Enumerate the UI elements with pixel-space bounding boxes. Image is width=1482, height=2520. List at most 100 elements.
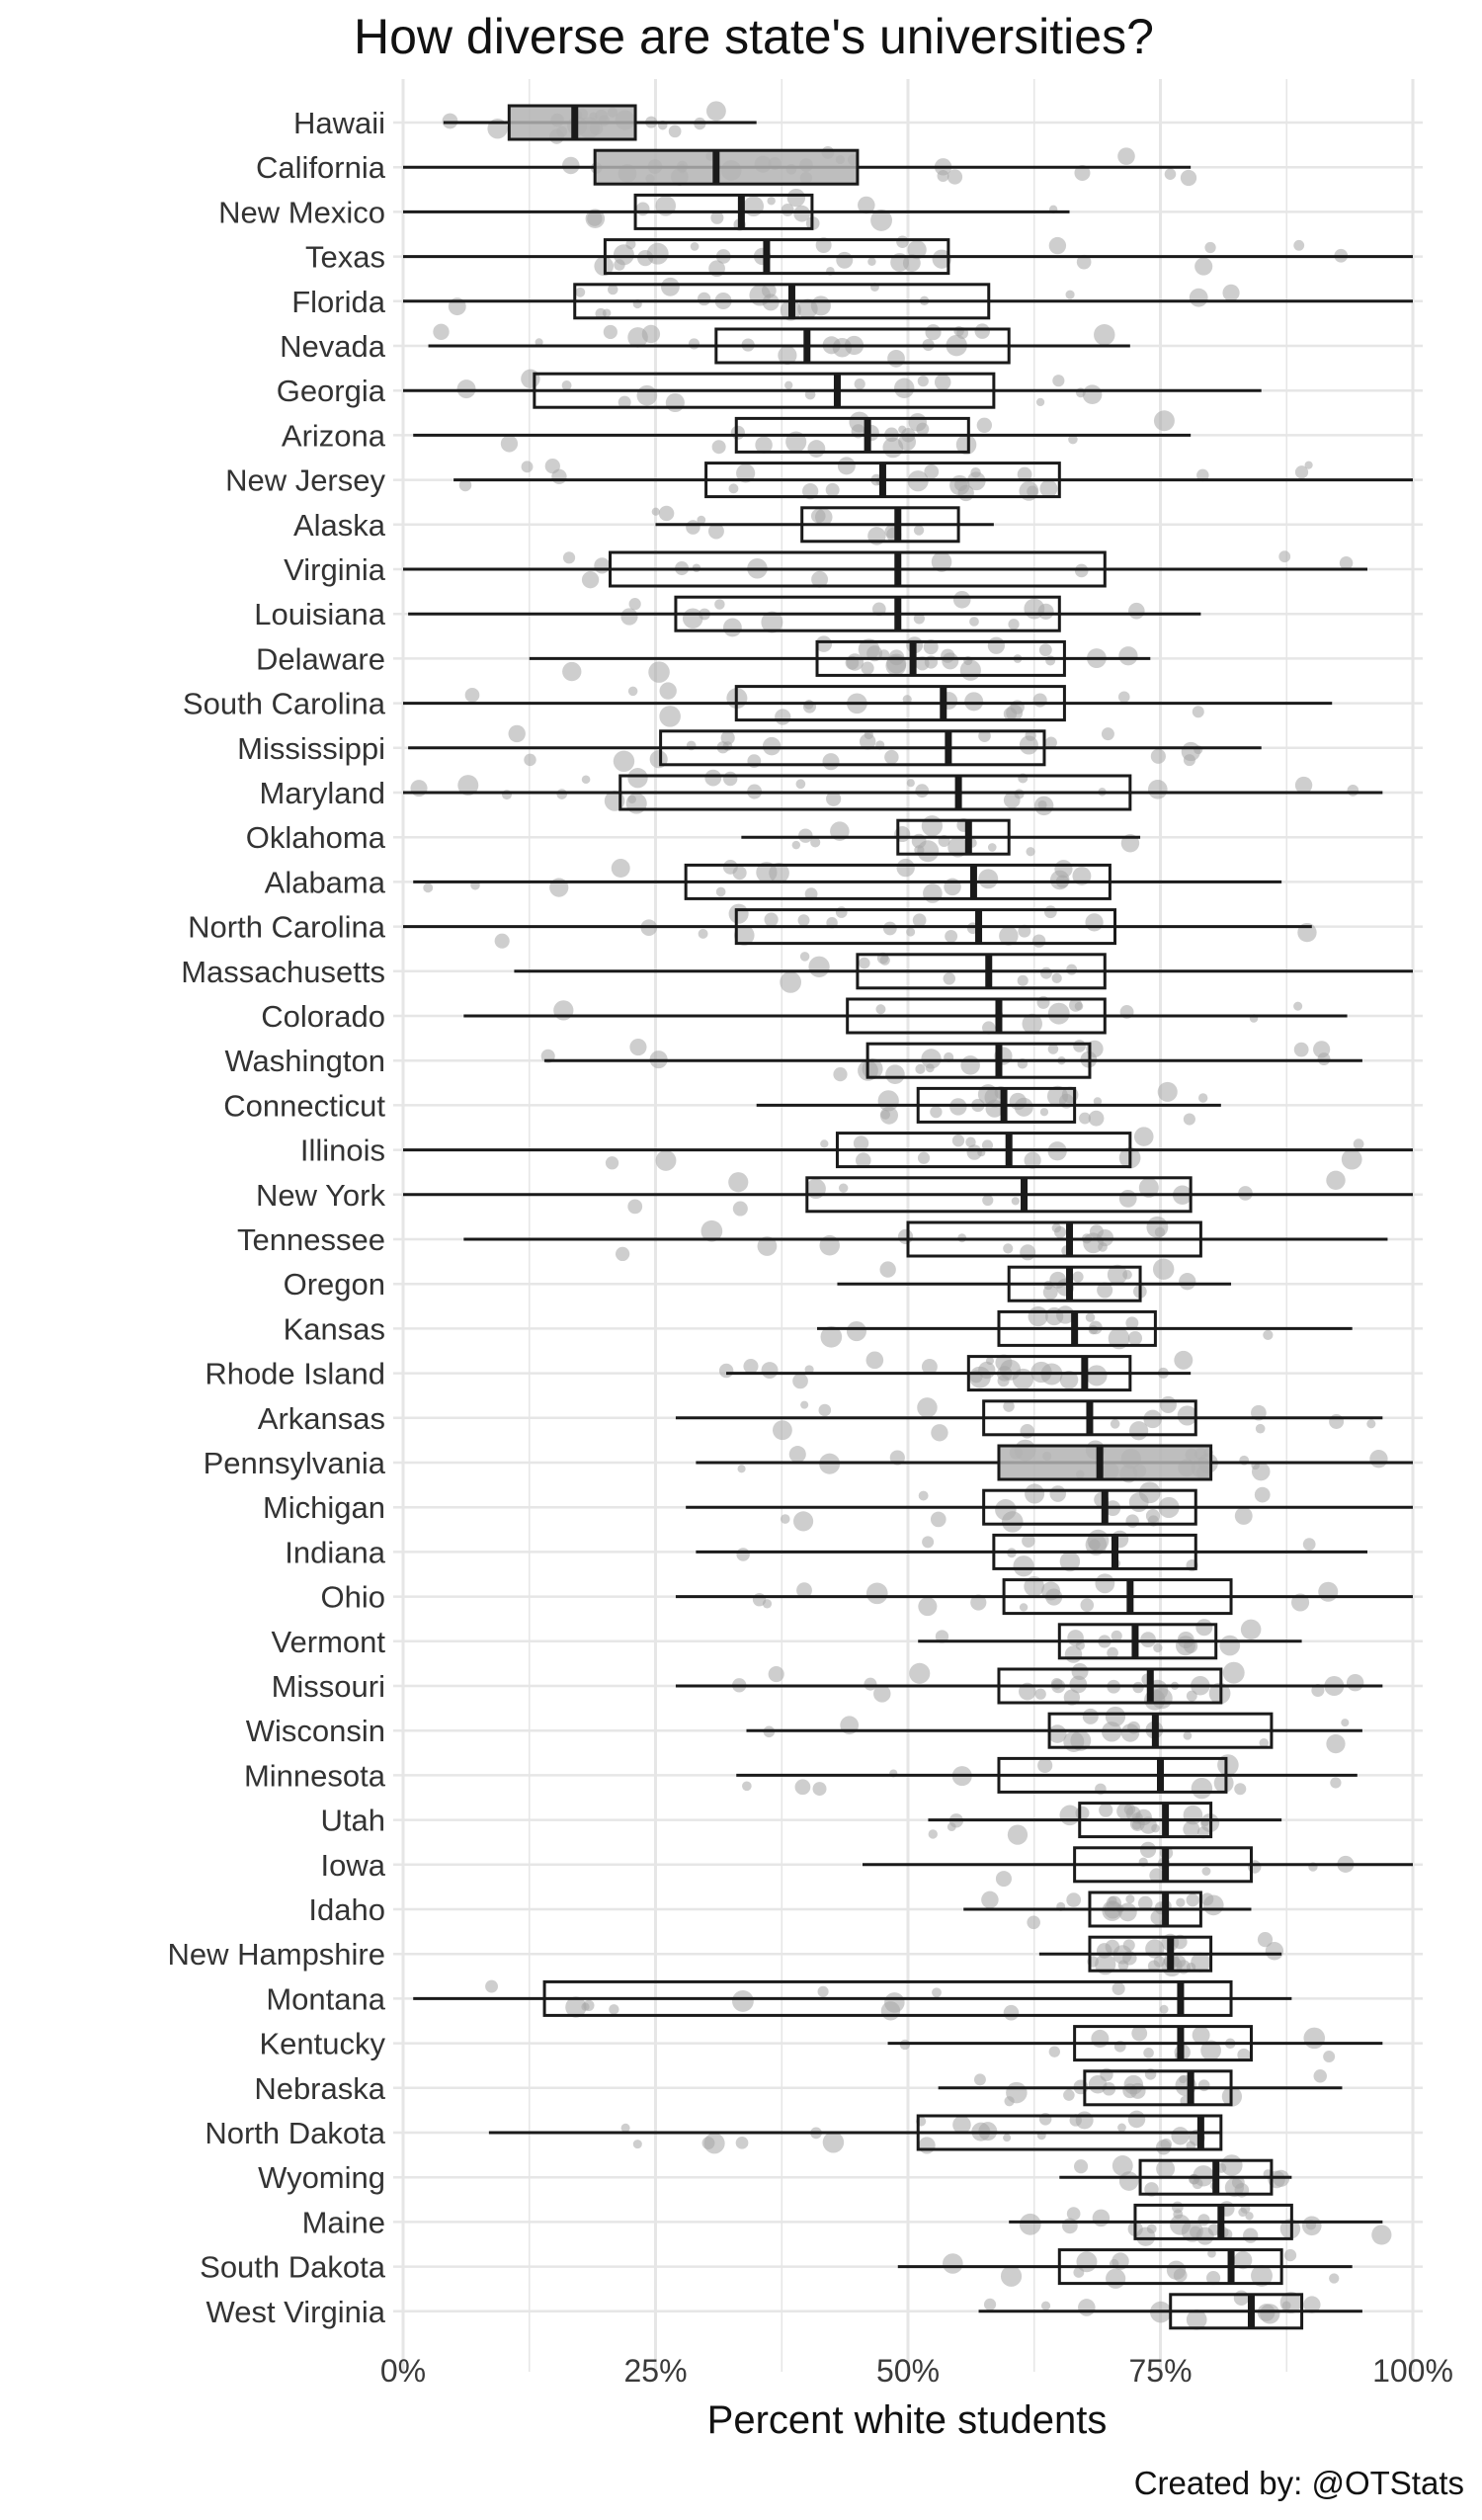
iqr-box [815, 639, 1066, 677]
data-point [1339, 555, 1354, 570]
data-point [535, 338, 543, 347]
data-point [1093, 1097, 1103, 1106]
data-point [1346, 1674, 1364, 1692]
data-point [1122, 1939, 1135, 1952]
data-point [458, 478, 472, 492]
state-label: New Mexico [218, 195, 385, 229]
data-point [1146, 2224, 1157, 2234]
data-point [1313, 2069, 1327, 2083]
data-point [793, 205, 811, 222]
data-point [737, 1465, 746, 1473]
iqr-box [1002, 1578, 1233, 1616]
data-point [1066, 2207, 1081, 2221]
iqr-box [633, 193, 814, 230]
data-point [575, 287, 586, 297]
iqr-box [896, 818, 1011, 856]
data-point [981, 1890, 999, 1909]
data-point [1086, 1365, 1108, 1386]
data-point [1164, 168, 1177, 180]
data-point [714, 599, 725, 610]
data-point [1118, 646, 1138, 666]
data-point [1330, 1777, 1342, 1789]
data-point [902, 695, 912, 705]
data-point [1369, 1450, 1388, 1469]
data-point [884, 749, 899, 765]
iqr-box [593, 148, 860, 186]
data-point [987, 636, 1006, 654]
data-point [1065, 290, 1075, 299]
data-point [1082, 384, 1103, 405]
data-point [817, 1985, 829, 1997]
data-point [1045, 1306, 1064, 1326]
data-point [1190, 2226, 1201, 2238]
data-point [982, 1021, 996, 1035]
state-labels: Hawaii California New Mexico Texas Florida Ne… [167, 106, 385, 2329]
data-point [1106, 2268, 1126, 2289]
data-point [1012, 1368, 1034, 1390]
iqr-box [966, 1355, 1132, 1392]
state-label: Mississippi [237, 731, 385, 766]
data-point [581, 571, 600, 589]
data-point [1112, 1981, 1125, 1995]
state-label: Arizona [282, 418, 386, 453]
data-point [1099, 1803, 1113, 1817]
data-point [925, 324, 942, 341]
data-point [1183, 1730, 1193, 1740]
state-label: New Hampshire [167, 1937, 385, 1972]
data-point [1283, 2248, 1297, 2262]
state-label: Iowa [321, 1848, 386, 1883]
data-point [1025, 1483, 1045, 1504]
data-point [1237, 2048, 1251, 2062]
state-label: Florida [291, 285, 386, 319]
data-point [820, 1325, 843, 1348]
data-point [838, 1183, 849, 1193]
data-point [1154, 1226, 1166, 1238]
data-point [732, 1990, 754, 2012]
state-label: South Carolina [183, 687, 386, 721]
data-point [1191, 1777, 1213, 1800]
state-label: Texas [305, 240, 385, 275]
data-point [1068, 434, 1078, 445]
state-label: North Carolina [188, 910, 386, 945]
caption: Created by: @OTStats [1133, 2465, 1464, 2501]
data-point [949, 474, 970, 496]
data-point [909, 1662, 931, 1684]
data-point [855, 1152, 871, 1168]
data-point [1219, 1635, 1241, 1656]
data-point [1303, 2296, 1321, 2313]
data-point [960, 1055, 980, 1075]
data-point [1127, 1331, 1143, 1346]
data-point [585, 209, 606, 229]
data-point [915, 784, 930, 798]
data-point [627, 1199, 643, 1215]
data-point [1028, 1305, 1048, 1327]
data-point [1183, 1820, 1200, 1838]
data-point [1186, 2309, 1207, 2330]
data-point [1075, 1806, 1090, 1820]
data-point [1096, 1943, 1112, 1959]
data-point [1069, 1675, 1088, 1694]
data-point [1265, 1942, 1284, 1961]
data-point [1108, 1327, 1130, 1350]
data-point [951, 1134, 965, 1147]
data-point [442, 113, 458, 129]
iqr-box [800, 506, 960, 544]
data-point [949, 1098, 967, 1116]
iqr-box [865, 1042, 1092, 1079]
data-point [1233, 2290, 1250, 2306]
data-point [923, 639, 939, 655]
data-point [1192, 706, 1204, 718]
data-point [1143, 2048, 1154, 2058]
data-point [1222, 1661, 1245, 1684]
data-point [1222, 284, 1240, 301]
data-point [1254, 1486, 1271, 1503]
data-point [931, 551, 952, 572]
data-point [1189, 288, 1208, 307]
data-point [984, 1087, 1005, 1108]
iqr-box [1047, 1712, 1274, 1749]
data-point [1176, 1897, 1186, 1907]
data-point [882, 437, 904, 459]
data-point [775, 709, 791, 725]
data-point [1353, 1138, 1364, 1150]
data-point [1037, 603, 1054, 620]
